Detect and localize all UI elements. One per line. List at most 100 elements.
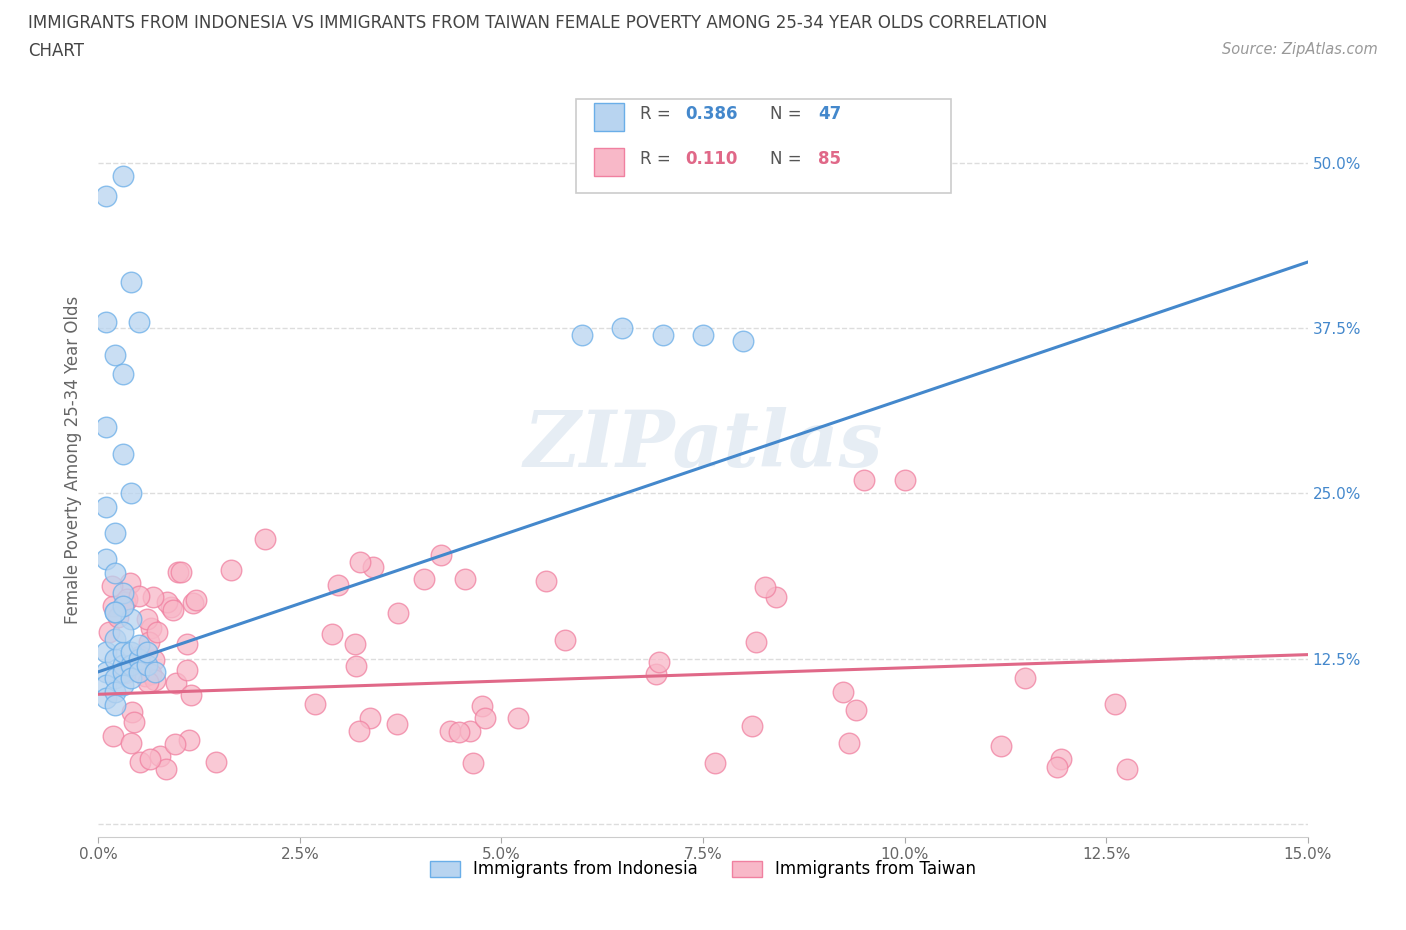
Point <box>134 669 156 684</box>
Bar <box>595 148 624 177</box>
Point <box>176 637 198 652</box>
Point <box>129 755 152 770</box>
Point <box>96 644 118 659</box>
Point <box>103 698 125 712</box>
Point <box>142 590 165 604</box>
Text: 0.386: 0.386 <box>685 105 737 123</box>
Point <box>120 644 142 659</box>
Point <box>692 327 714 342</box>
Point <box>96 419 118 434</box>
Point <box>111 678 134 693</box>
Point <box>463 755 485 770</box>
Point <box>745 634 768 649</box>
Point <box>554 632 576 647</box>
Point <box>177 732 200 747</box>
Point <box>103 728 125 743</box>
Point <box>111 664 134 679</box>
Point <box>128 649 150 664</box>
Text: R =: R = <box>640 150 676 168</box>
Point <box>347 724 370 738</box>
Point <box>156 594 179 609</box>
Point <box>96 314 118 329</box>
Point <box>253 532 276 547</box>
Point <box>121 705 143 720</box>
Point <box>166 565 188 579</box>
Point <box>96 678 118 693</box>
Point <box>135 612 157 627</box>
Point <box>853 472 876 487</box>
Point <box>180 688 202 703</box>
Point <box>170 565 193 579</box>
Text: IMMIGRANTS FROM INDONESIA VS IMMIGRANTS FROM TAIWAN FEMALE POVERTY AMONG 25-34 Y: IMMIGRANTS FROM INDONESIA VS IMMIGRANTS … <box>28 14 1047 32</box>
Point <box>143 653 166 668</box>
Point <box>176 663 198 678</box>
Point <box>349 555 371 570</box>
Point <box>135 658 157 672</box>
Point <box>111 658 134 672</box>
Point <box>453 571 475 586</box>
FancyBboxPatch shape <box>576 99 950 193</box>
Text: 0.110: 0.110 <box>685 150 737 168</box>
Point <box>114 595 136 610</box>
Point <box>103 631 125 646</box>
Point <box>733 334 755 349</box>
Point <box>143 673 166 688</box>
Point <box>128 638 150 653</box>
Point <box>136 674 159 689</box>
Point <box>439 724 461 738</box>
Point <box>741 719 763 734</box>
Point <box>146 624 169 639</box>
Point <box>648 654 671 669</box>
Point <box>143 664 166 679</box>
Point <box>111 446 134 461</box>
Point <box>832 684 855 699</box>
Point <box>1014 671 1036 685</box>
Point <box>506 711 529 725</box>
Point <box>128 651 150 666</box>
Point <box>111 625 134 640</box>
Point <box>990 738 1012 753</box>
Point <box>765 590 787 604</box>
Point <box>103 684 125 699</box>
Text: 47: 47 <box>818 105 841 123</box>
Text: ZIPatlas: ZIPatlas <box>523 407 883 484</box>
Point <box>128 589 150 604</box>
Point <box>184 592 207 607</box>
Point <box>754 579 776 594</box>
Point <box>103 347 125 362</box>
Point <box>703 755 725 770</box>
Point <box>413 571 436 586</box>
Point <box>361 560 384 575</box>
Point <box>571 327 593 342</box>
Point <box>101 578 124 593</box>
Point <box>139 620 162 635</box>
Point <box>114 666 136 681</box>
Point <box>219 563 242 578</box>
Point <box>111 367 134 382</box>
Point <box>387 716 409 731</box>
Point <box>96 664 118 679</box>
Point <box>120 658 142 672</box>
Point <box>96 499 118 514</box>
Bar <box>595 102 624 131</box>
Point <box>139 666 162 681</box>
Point <box>120 486 142 501</box>
Point <box>103 671 125 685</box>
Point <box>1115 762 1137 777</box>
Text: 85: 85 <box>818 150 841 168</box>
Point <box>120 612 142 627</box>
Point <box>111 585 134 600</box>
Point <box>1104 697 1126 711</box>
Point <box>181 595 204 610</box>
Point <box>139 751 162 766</box>
Point <box>893 472 915 487</box>
Point <box>204 755 226 770</box>
Point <box>162 603 184 618</box>
Point <box>159 600 181 615</box>
Point <box>103 651 125 666</box>
Point <box>115 591 138 606</box>
Text: R =: R = <box>640 105 676 123</box>
Point <box>449 724 471 739</box>
Point <box>120 576 142 591</box>
Point <box>111 168 134 183</box>
